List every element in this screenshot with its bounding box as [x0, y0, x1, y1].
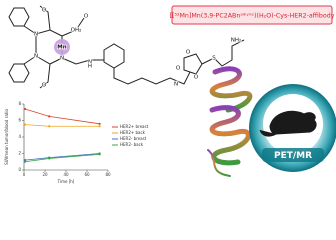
series-line: [24, 108, 100, 125]
atom-label: S: [212, 56, 216, 62]
structure-bonds: [8, 5, 245, 89]
atom-label: O: [42, 83, 47, 89]
series-line: [24, 153, 100, 163]
graphical-abstract: [[⁵²Mn]Mn(3,9-PC2ABnᵃˡᵏʸⁿᵉ)(H₂O)-Cys-HER…: [4, 5, 336, 184]
helix: [207, 66, 253, 177]
legend-label: HER2- back: [120, 142, 144, 147]
data-point: [98, 125, 101, 128]
pet-mr-icon: PET/MR: [249, 84, 336, 172]
atom-label: N: [60, 56, 64, 62]
atom-label: N: [174, 82, 178, 88]
atom-label: O: [186, 50, 191, 56]
atom-label: O: [194, 75, 199, 81]
data-point: [23, 107, 27, 111]
page: {"header": {"title": "[[⁵²Mn]Mn(3,9-PC2A…: [4, 5, 336, 184]
data-point: [23, 159, 27, 162]
y-tick-label: 2: [18, 151, 21, 156]
title-box: [171, 5, 333, 25]
series-line: [25, 124, 100, 127]
metal-center: [54, 39, 70, 55]
atom-label: N: [34, 54, 38, 60]
y-tick-label: 4: [18, 134, 21, 139]
data-point: [48, 157, 51, 160]
atom-label: N: [88, 60, 92, 66]
title: [[⁵²Mn]Mn(3,9-PC2ABnᵃˡᵏʸⁿᵉ)(H₂O)-Cys-HER…: [170, 13, 335, 20]
x-tick-label: 40: [63, 172, 69, 177]
legend-label: HER2+ back: [120, 130, 146, 135]
series-line: [25, 153, 100, 161]
x-tick-label: 60: [84, 172, 90, 177]
atom-label: NH₂: [231, 38, 241, 44]
atom-label: H: [88, 64, 92, 70]
y-tick-label: 6: [18, 118, 21, 123]
atom-label: OH₂: [71, 28, 82, 34]
legend-label: HER2- breast: [120, 136, 147, 141]
data-point: [98, 122, 101, 125]
legend-label: HER2+ breast: [120, 124, 149, 129]
atom-label: O: [84, 14, 89, 20]
atom-label: O: [42, 8, 47, 14]
data-point: [98, 153, 101, 156]
y-axis-label: SUVmean tumor/blood ratio: [4, 109, 9, 165]
data-point: [23, 123, 27, 126]
y-tick-label: 8: [18, 101, 21, 106]
atom-label: O: [176, 66, 181, 72]
data-point: [23, 160, 27, 163]
data-point: [48, 115, 51, 118]
x-tick-label: 80: [105, 172, 111, 177]
x-tick-label: 0: [23, 172, 26, 177]
atom-label: N: [34, 32, 38, 38]
x-tick-label: 20: [42, 172, 48, 177]
atom-label: Mn: [57, 45, 66, 51]
x-axis-label: Time [h]: [57, 179, 75, 184]
imaging-label: PET/MR: [274, 151, 312, 161]
y-tick-label: 0: [18, 167, 21, 172]
data-point: [48, 125, 51, 128]
